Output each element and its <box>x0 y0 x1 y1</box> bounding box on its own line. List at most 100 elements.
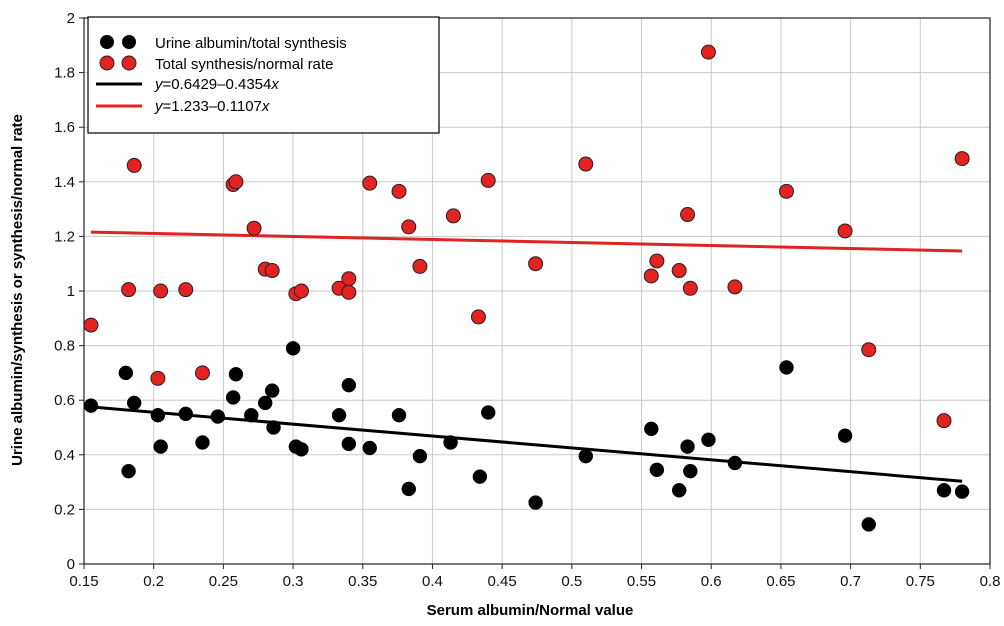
urine-albumin-point <box>285 341 301 356</box>
total-synthesis-point <box>341 284 357 300</box>
x-axis-title: Serum albumin/Normal value <box>427 602 634 619</box>
total-synthesis-point <box>126 157 142 173</box>
y-tick-label: 0 <box>67 556 75 573</box>
data-points <box>83 44 970 532</box>
urine-albumin-point <box>391 407 407 423</box>
legend: Urine albumin/total synthesis Total synt… <box>87 16 440 134</box>
urine-albumin-point <box>121 463 136 479</box>
total-synthesis-point <box>445 208 461 224</box>
urine-albumin-point <box>294 442 309 457</box>
total-synthesis-point <box>83 317 99 333</box>
urine-albumin-point <box>126 395 142 411</box>
urine-albumin-point <box>861 517 876 532</box>
urine-albumin-point <box>362 440 377 456</box>
total-synthesis-point <box>528 256 544 272</box>
total-synthesis-point <box>150 370 166 386</box>
total-synthesis-point <box>391 183 407 199</box>
x-tick-label: 0.75 <box>906 573 935 590</box>
y-tick-label: 0.2 <box>54 501 75 518</box>
x-tick-label: 0.8 <box>980 573 1001 590</box>
urine-albumin-point <box>936 483 952 498</box>
x-axis-ticks: 0.15 0.2 0.25 0.3 0.35 0.4 0.45 0.5 0.55 0.6 0.65 0… <box>69 564 1000 590</box>
y-tick-label: 0.8 <box>54 338 75 355</box>
y-tick-label: 2 <box>67 10 75 27</box>
x-tick-label: 0.25 <box>209 573 238 590</box>
total-synthesis-point <box>470 309 486 325</box>
urine-albumin-point <box>443 435 458 450</box>
urine-albumin-point <box>195 435 210 450</box>
y-tick-label: 1.8 <box>54 65 75 82</box>
total-synthesis-point <box>682 280 698 296</box>
urine-albumin-point <box>412 448 428 464</box>
total-synthesis-point <box>649 253 665 269</box>
x-tick-label: 0.45 <box>488 573 517 590</box>
total-synthesis-point <box>727 279 743 295</box>
legend-marker-black-1 <box>100 35 114 49</box>
total-synthesis-point <box>194 365 210 381</box>
x-tick-label: 0.55 <box>627 573 656 590</box>
total-synthesis-point <box>643 268 659 284</box>
legend-label-total-synthesis: Total synthesis/normal rate <box>155 56 333 73</box>
x-tick-label: 0.7 <box>840 573 861 590</box>
urine-albumin-point <box>472 469 488 484</box>
urine-albumin-point <box>150 407 166 423</box>
legend-marker-black-2 <box>122 35 136 49</box>
legend-box <box>87 16 440 134</box>
total-synthesis-point <box>936 413 952 429</box>
urine-albumin-point <box>153 439 168 454</box>
total-synthesis-point <box>293 283 309 299</box>
y-tick-label: 0.4 <box>54 447 75 464</box>
total-synthesis-point <box>778 183 794 199</box>
legend-marker-red-1 <box>99 55 115 71</box>
total-synthesis-point <box>362 175 378 191</box>
x-tick-label: 0.3 <box>283 573 304 590</box>
urine-albumin-point <box>671 483 687 498</box>
x-tick-label: 0.2 <box>143 573 164 590</box>
y-tick-label: 1.6 <box>54 119 75 136</box>
total-synthesis-point <box>954 151 970 167</box>
urine-albumin-point <box>244 407 259 423</box>
urine-albumin-point <box>341 377 357 393</box>
x-tick-label: 0.65 <box>766 573 795 590</box>
urine-albumin-point <box>118 365 134 381</box>
trend-line-urine-albumin <box>90 405 963 483</box>
total-synthesis-point <box>578 156 594 172</box>
legend-marker-red-2 <box>121 55 137 71</box>
urine-albumin-point <box>210 409 226 424</box>
urine-albumin-point <box>779 360 794 375</box>
urine-albumin-point <box>83 398 99 413</box>
x-tick-label: 0.15 <box>69 573 98 590</box>
legend-label-black-equation: y=0.6429–0.4354x <box>154 76 279 93</box>
x-tick-label: 0.4 <box>422 573 443 590</box>
urine-albumin-point <box>649 462 665 478</box>
y-tick-label: 0.6 <box>54 392 75 409</box>
trend-lines <box>90 230 963 483</box>
urine-albumin-point <box>266 420 281 435</box>
urine-albumin-point <box>178 406 194 422</box>
legend-label-red-equation: y=1.233–0.1107x <box>154 98 270 115</box>
total-synthesis-point <box>178 282 194 298</box>
y-tick-label: 1.4 <box>54 174 75 191</box>
x-tick-label: 0.6 <box>701 573 722 590</box>
total-synthesis-point <box>700 44 716 60</box>
urine-albumin-point <box>727 455 743 471</box>
total-synthesis-point <box>861 342 877 358</box>
total-synthesis-point <box>412 258 428 274</box>
urine-albumin-point <box>480 405 496 420</box>
urine-albumin-point <box>264 383 280 398</box>
total-synthesis-point <box>341 271 357 287</box>
y-axis-ticks: 0 0.2 0.4 0.6 0.8 1 1.2 1.4 1.6 1.8 2 <box>54 10 84 573</box>
total-synthesis-point <box>246 220 262 236</box>
urine-albumin-point <box>837 428 853 443</box>
total-synthesis-point <box>264 263 280 279</box>
urine-albumin-point <box>225 390 241 405</box>
urine-albumin-point <box>683 463 698 479</box>
y-tick-label: 1.2 <box>54 228 75 245</box>
total-synthesis-point <box>680 207 696 223</box>
x-tick-label: 0.5 <box>561 573 582 590</box>
total-synthesis-point <box>153 283 169 299</box>
urine-albumin-point <box>257 395 273 411</box>
total-synthesis-point <box>837 223 853 239</box>
urine-albumin-point <box>578 448 594 464</box>
